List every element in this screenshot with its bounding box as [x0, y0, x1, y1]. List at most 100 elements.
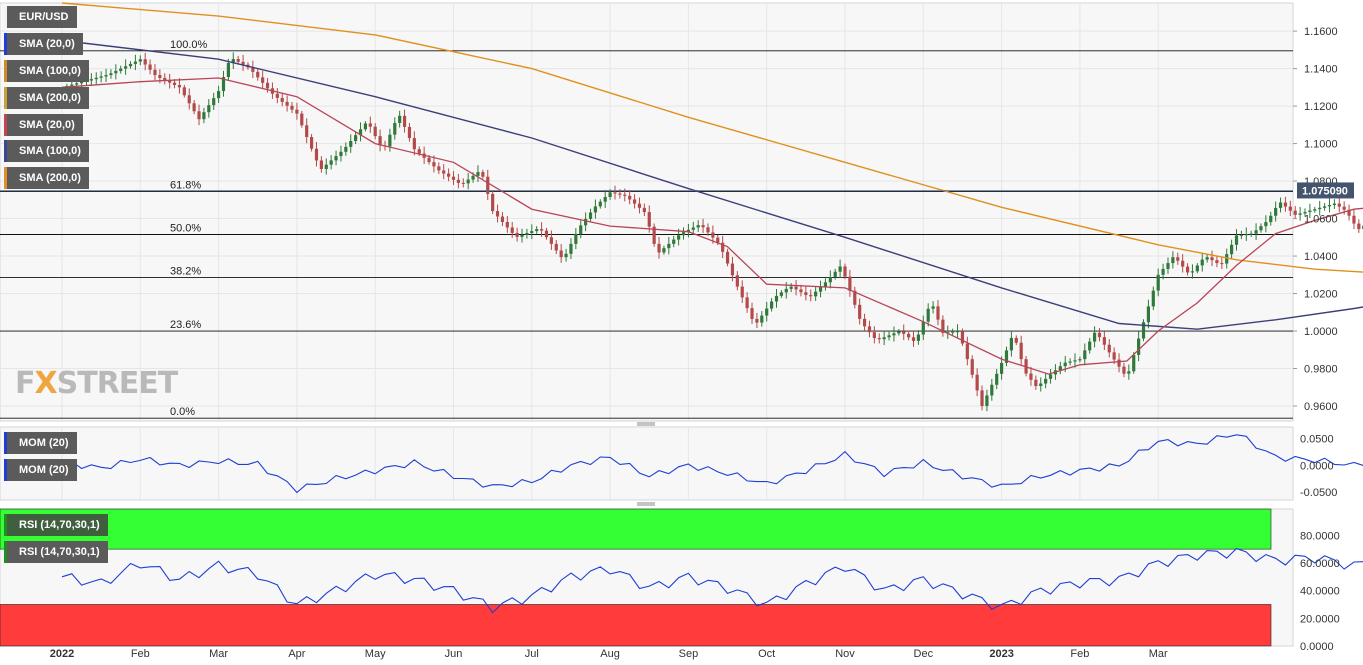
candle-body-120 — [652, 226, 656, 244]
x-tick-label-5: Jun — [445, 648, 463, 660]
candle-body-129 — [696, 225, 700, 228]
candle-body-10 — [114, 70, 118, 74]
candle-body-254 — [1308, 210, 1312, 212]
candle-body-11 — [119, 68, 123, 71]
candle-body-88 — [495, 211, 500, 217]
candle-body-82 — [466, 179, 470, 184]
candle-body-70 — [407, 126, 412, 139]
momentum-label-2[interactable]: MOM (20) — [4, 459, 77, 481]
candle-body-59 — [354, 135, 358, 142]
candle-body-263 — [1352, 215, 1356, 224]
candle-body-98 — [544, 230, 549, 238]
candle-body-20 — [163, 77, 167, 81]
price-tick-label-2: 1.1200 — [1304, 101, 1338, 113]
indicator-label-sma20-2[interactable]: SMA (20,0) — [4, 114, 83, 136]
candle-body-138 — [740, 286, 744, 298]
candle-body-109 — [598, 201, 602, 207]
candle-body-174 — [916, 334, 921, 341]
candle-body-228 — [1181, 260, 1185, 267]
candle-body-154 — [818, 286, 823, 292]
candle-body-185 — [970, 359, 974, 375]
rsi-tick-label-1: 60.0000 — [1300, 558, 1340, 570]
candle-body-102 — [564, 253, 568, 258]
candle-body-61 — [363, 123, 368, 130]
indicator-label-sma100-2[interactable]: SMA (100,0) — [4, 140, 89, 162]
candle-body-183 — [960, 331, 965, 344]
candle-body-68 — [398, 115, 402, 123]
last-price-label: 1.075090 — [1302, 185, 1348, 197]
candle-body-214 — [1112, 352, 1116, 360]
candle-body-41 — [265, 82, 270, 89]
x-tick-label-8: Sep — [679, 648, 699, 660]
candle-body-225 — [1166, 263, 1170, 269]
candle-body-40 — [261, 77, 265, 83]
candle-body-53 — [324, 164, 328, 169]
indicator-label-sma100[interactable]: SMA (100,0) — [4, 60, 89, 82]
candle-body-140 — [750, 308, 754, 319]
rsi-tick-label-4: 0.0000 — [1300, 641, 1334, 653]
candle-body-44 — [280, 97, 284, 102]
candle-body-198 — [1034, 379, 1038, 387]
candle-body-191 — [1000, 362, 1004, 374]
candle-body-241 — [1244, 234, 1248, 236]
price-tick-label-5: 1.0600 — [1304, 214, 1338, 226]
candle-body-19 — [158, 75, 162, 78]
x-tick-label-6: Jul — [525, 648, 539, 660]
candle-body-23 — [177, 85, 182, 88]
candle-body-204 — [1063, 362, 1067, 367]
candle-body-156 — [828, 277, 832, 283]
symbol-label[interactable]: EUR/USD — [4, 6, 77, 28]
rsi-oversold-zone — [0, 604, 1272, 647]
candle-body-209 — [1088, 341, 1092, 351]
candle-body-89 — [500, 216, 505, 222]
candle-body-206 — [1073, 360, 1077, 362]
candle-body-171 — [902, 331, 906, 334]
candle-body-124 — [672, 239, 676, 244]
indicator-label-sma200[interactable]: SMA (200,0) — [4, 87, 89, 109]
candle-body-24 — [182, 87, 186, 96]
indicator-label-sma200-2[interactable]: SMA (200,0) — [4, 167, 89, 189]
candle-body-83 — [471, 175, 475, 180]
candle-body-162 — [858, 304, 862, 319]
candle-body-236 — [1220, 263, 1224, 265]
indicator-label-sma20[interactable]: SMA (20,0) — [4, 33, 83, 55]
candle-body-131 — [706, 227, 710, 233]
candle-body-212 — [1102, 337, 1106, 345]
candle-body-108 — [593, 206, 598, 213]
candle-body-172 — [907, 333, 911, 338]
price-tick-label-9: 0.9800 — [1304, 364, 1338, 376]
candle-body-118 — [642, 207, 646, 213]
momentum-label[interactable]: MOM (20) — [4, 432, 77, 454]
candle-body-100 — [554, 243, 558, 251]
candle-body-153 — [814, 291, 818, 297]
candle-body-12 — [124, 66, 128, 69]
candle-body-192 — [1004, 350, 1009, 363]
candle-body-167 — [882, 337, 886, 340]
candle-body-201 — [1048, 374, 1053, 379]
candle-body-111 — [608, 192, 612, 198]
candle-body-76 — [437, 166, 441, 171]
candle-body-233 — [1205, 257, 1209, 260]
candle-body-253 — [1303, 212, 1307, 214]
candle-body-67 — [393, 122, 397, 135]
candle-body-87 — [491, 193, 495, 212]
candle-body-221 — [1146, 306, 1151, 323]
candle-body-239 — [1234, 235, 1239, 245]
candle-body-62 — [368, 123, 372, 127]
candle-body-187 — [980, 390, 984, 407]
candle-body-2 — [75, 83, 79, 85]
candle-body-31 — [217, 91, 221, 99]
candle-body-97 — [539, 229, 544, 231]
x-tick-label-13: Feb — [1070, 648, 1089, 660]
candle-body-101 — [559, 250, 563, 258]
candle-body-50 — [309, 137, 314, 149]
candle-body-157 — [833, 271, 837, 278]
candle-body-123 — [667, 243, 671, 249]
candle-body-161 — [853, 290, 857, 305]
candle-body-18 — [153, 69, 157, 76]
candle-body-259 — [1332, 203, 1336, 205]
rsi-label[interactable]: RSI (14,70,30,1) — [4, 514, 108, 536]
rsi-label-2[interactable]: RSI (14,70,30,1) — [4, 541, 108, 563]
candle-body-184 — [965, 343, 969, 360]
